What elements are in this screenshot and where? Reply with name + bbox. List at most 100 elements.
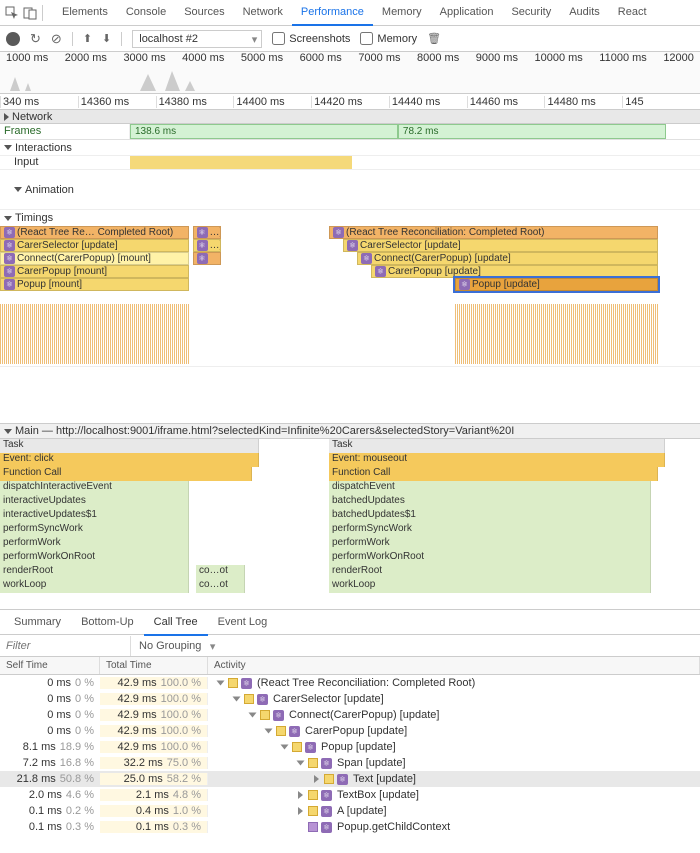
timeline-ruler[interactable]: 340 ms14360 ms14380 ms14400 ms14420 ms14…	[0, 94, 700, 110]
device-icon[interactable]	[22, 5, 38, 21]
clear-icon[interactable]: ⊘	[51, 31, 62, 47]
tree-row[interactable]: 2.0 ms4.6 %2.1 ms4.8 %⚛TextBox [update]	[0, 787, 700, 803]
tree-row[interactable]: 0 ms0 %42.9 ms100.0 %⚛CarerSelector [upd…	[0, 691, 700, 707]
frame-bar[interactable]: 138.6 ms	[130, 124, 398, 139]
main-flame-bar[interactable]: workLoop	[0, 579, 189, 593]
main-flame[interactable]: TaskEvent: clickFunction CalldispatchInt…	[0, 439, 700, 609]
grouping-select[interactable]: No Grouping	[130, 636, 221, 656]
trash-icon[interactable]: 🗑	[427, 32, 441, 45]
main-header[interactable]: Main — http://localhost:9001/iframe.html…	[0, 423, 700, 439]
main-flame-bar[interactable]: Task	[329, 439, 665, 453]
overview-pane[interactable]: 1000 ms2000 ms3000 ms4000 ms5000 ms6000 …	[0, 52, 700, 94]
tree-row[interactable]: 0 ms0 %42.9 ms100.0 %⚛CarerPopup [update…	[0, 723, 700, 739]
main-flame-bar[interactable]: Task	[0, 439, 259, 453]
record-button[interactable]	[6, 32, 20, 46]
main-flame-bar[interactable]: co…ot	[196, 579, 245, 593]
expand-icon	[4, 113, 9, 121]
flame-bar[interactable]: ⚛Popup [mount]	[0, 278, 189, 291]
host-select[interactable]: localhost #2	[132, 30, 262, 48]
col-total-time[interactable]: Total Time	[100, 657, 208, 674]
tree-row[interactable]: 8.1 ms18.9 %42.9 ms100.0 %⚛Popup [update…	[0, 739, 700, 755]
main-flame-bar[interactable]: performWorkOnRoot	[0, 551, 189, 565]
inspect-icon[interactable]	[4, 5, 20, 21]
bottom-tab-event-log[interactable]: Event Log	[208, 610, 278, 634]
flame-bar[interactable]: ⚛(React Tree Reconciliation: Completed R…	[329, 226, 658, 239]
main-flame-bar[interactable]: interactiveUpdates	[0, 495, 189, 509]
col-activity[interactable]: Activity	[208, 657, 700, 674]
flame-bar[interactable]: ⚛CarerPopup [update]	[371, 265, 658, 278]
tab-audits[interactable]: Audits	[560, 0, 609, 25]
flame-bar[interactable]: ⚛CarerSelector [update]	[343, 239, 658, 252]
tab-react[interactable]: React	[609, 0, 656, 25]
screenshots-checkbox[interactable]: Screenshots	[272, 32, 350, 45]
collapse-icon	[4, 216, 12, 221]
tab-application[interactable]: Application	[431, 0, 503, 25]
flame-bar[interactable]: ⚛CarerSelector [update]	[0, 239, 189, 252]
tree-row[interactable]: 0.1 ms0.2 %0.4 ms1.0 %⚛A [update]	[0, 803, 700, 819]
main-flame-bar[interactable]: interactiveUpdates$1	[0, 509, 189, 523]
flame-bar[interactable]: ⚛Connect(CarerPopup) [update]	[357, 252, 658, 265]
tab-console[interactable]: Console	[117, 0, 175, 25]
main-flame-bar[interactable]: co…ot	[196, 565, 245, 579]
flame-bar[interactable]: ⚛(React Tree Re… Completed Root)	[0, 226, 189, 239]
collapse-icon	[4, 145, 12, 150]
main-flame-bar[interactable]: performSyncWork	[0, 523, 189, 537]
timings-header[interactable]: Timings	[0, 210, 700, 226]
flame-bar[interactable]: ⚛…)	[193, 226, 221, 239]
main-flame-bar[interactable]: Function Call	[0, 467, 252, 481]
network-section-header[interactable]: Network	[0, 110, 700, 124]
main-flame-bar[interactable]: performWork	[0, 537, 189, 551]
bottom-tabs: SummaryBottom-UpCall TreeEvent Log	[0, 609, 700, 635]
separator	[72, 32, 73, 46]
tree-row[interactable]: 0.1 ms0.3 %0.1 ms0.3 %⚛Popup.getChildCon…	[0, 819, 700, 835]
frame-bar[interactable]: 78.2 ms	[398, 124, 666, 139]
main-flame-bar[interactable]: performWork	[329, 537, 651, 551]
input-label: Input	[0, 156, 130, 169]
tab-elements[interactable]: Elements	[53, 0, 117, 25]
col-self-time[interactable]: Self Time	[0, 657, 100, 674]
input-track[interactable]	[130, 156, 700, 169]
filter-input[interactable]	[0, 636, 130, 656]
tab-network[interactable]: Network	[234, 0, 292, 25]
tab-performance[interactable]: Performance	[292, 0, 373, 26]
tree-row[interactable]: 0 ms0 %42.9 ms100.0 %⚛(React Tree Reconc…	[0, 675, 700, 691]
tree-row[interactable]: 21.8 ms50.8 %25.0 ms58.2 %⚛Text [update]	[0, 771, 700, 787]
animation-header[interactable]: Animation	[0, 170, 700, 210]
timings-flame[interactable]: ⚛(React Tree Re… Completed Root) ⚛…) ⚛Care…	[0, 226, 700, 366]
interactions-header[interactable]: Interactions	[0, 140, 700, 156]
collapse-icon	[14, 187, 22, 192]
flame-bar[interactable]: ⚛Popup [update]	[455, 278, 658, 291]
main-flame-bar[interactable]: batchedUpdates	[329, 495, 651, 509]
bottom-tab-bottom-up[interactable]: Bottom-Up	[71, 610, 144, 634]
flame-bar[interactable]: ⚛	[193, 252, 221, 265]
perf-toolbar: ↻ ⊘ ⬆ ⬇ localhost #2 Screenshots Memory …	[0, 26, 700, 52]
frames-row: Frames 138.6 ms78.2 ms	[0, 124, 700, 140]
main-flame-bar[interactable]: performSyncWork	[329, 523, 651, 537]
main-flame-bar[interactable]: renderRoot	[0, 565, 189, 579]
main-flame-bar[interactable]: Function Call	[329, 467, 658, 481]
main-flame-bar[interactable]: Event: mouseout	[329, 453, 665, 467]
tree-header: Self Time Total Time Activity	[0, 657, 700, 675]
tab-memory[interactable]: Memory	[373, 0, 431, 25]
tab-security[interactable]: Security	[502, 0, 560, 25]
main-flame-bar[interactable]: dispatchEvent	[329, 481, 651, 495]
main-flame-bar[interactable]: dispatchInteractiveEvent	[0, 481, 189, 495]
load-icon[interactable]: ⬆	[83, 32, 92, 45]
frames-track[interactable]: 138.6 ms78.2 ms	[130, 124, 700, 139]
reload-icon[interactable]: ↻	[30, 31, 41, 47]
flame-bar[interactable]: ⚛…)	[193, 239, 221, 252]
main-flame-bar[interactable]: workLoop	[329, 579, 651, 593]
save-icon[interactable]: ⬇	[102, 32, 111, 45]
main-flame-bar[interactable]: Event: click	[0, 453, 259, 467]
flame-bar[interactable]: ⚛CarerPopup [mount]	[0, 265, 189, 278]
tab-sources[interactable]: Sources	[175, 0, 233, 25]
bottom-tab-call-tree[interactable]: Call Tree	[144, 610, 208, 636]
memory-checkbox[interactable]: Memory	[360, 32, 417, 45]
bottom-tab-summary[interactable]: Summary	[4, 610, 71, 634]
main-flame-bar[interactable]: batchedUpdates$1	[329, 509, 651, 523]
tree-row[interactable]: 7.2 ms16.8 %32.2 ms75.0 %⚛Span [update]	[0, 755, 700, 771]
flame-bar[interactable]: ⚛Connect(CarerPopup) [mount]	[0, 252, 189, 265]
main-flame-bar[interactable]: renderRoot	[329, 565, 651, 579]
tree-row[interactable]: 0 ms0 %42.9 ms100.0 %⚛Connect(CarerPopup…	[0, 707, 700, 723]
main-flame-bar[interactable]: performWorkOnRoot	[329, 551, 651, 565]
